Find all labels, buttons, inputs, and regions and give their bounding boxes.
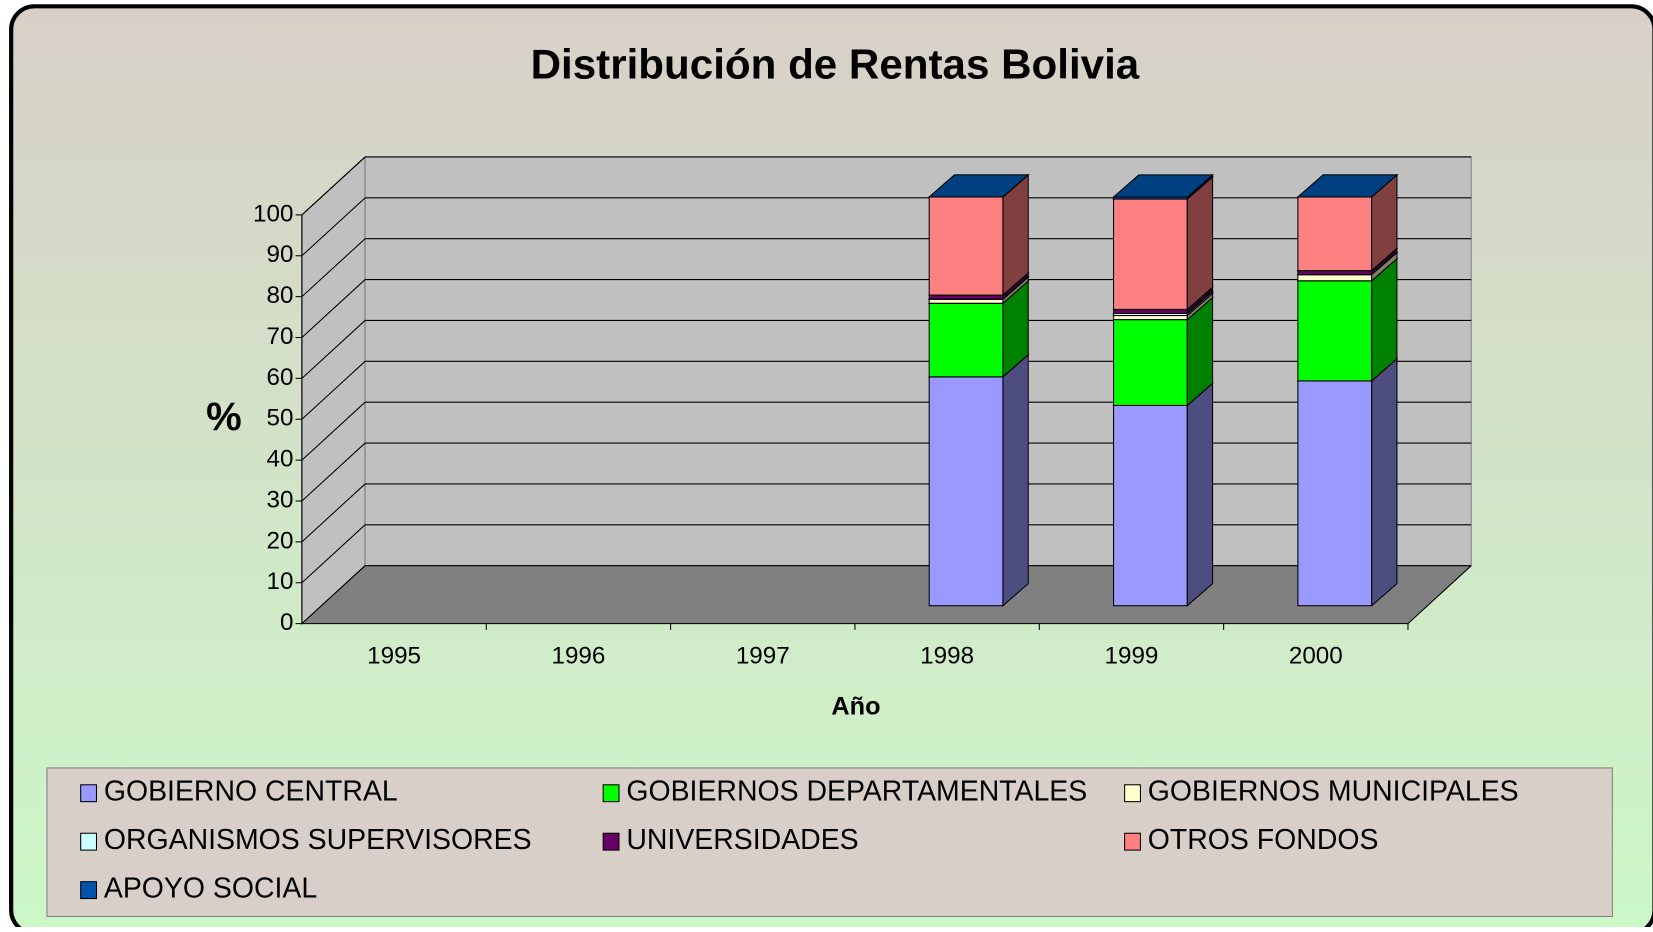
bar-side xyxy=(1186,382,1214,607)
plot: 0 10 20 30 40 50 60 70 80 90 100 1995 1996 1997 1998 19… xyxy=(80,156,1519,905)
y-axis-label: % xyxy=(206,395,242,439)
legend-swatch xyxy=(80,784,98,803)
x-tick-label: 1999 xyxy=(1105,643,1159,670)
bar-front xyxy=(1113,319,1188,406)
bar-side xyxy=(1371,357,1398,607)
legend-swatch xyxy=(602,832,620,851)
grid-line xyxy=(301,565,366,625)
bar-front xyxy=(928,302,1004,378)
y-tick-label: 90 xyxy=(267,241,294,268)
y-tick-label: 40 xyxy=(267,446,294,473)
bar-front xyxy=(1297,196,1373,272)
bar-front xyxy=(1297,274,1373,282)
x-tick-label: 1997 xyxy=(736,643,790,670)
legend-label: GOBIERNOS DEPARTAMENTALES xyxy=(626,776,1087,808)
y-tick-label: 70 xyxy=(267,323,294,350)
chart-title: Distribución de Rentas Bolivia xyxy=(531,41,1140,88)
bar-front xyxy=(1297,270,1373,276)
x-tick-label: 1998 xyxy=(920,643,974,670)
grid-line xyxy=(301,279,366,338)
floor-edge xyxy=(1407,565,1472,625)
legend-box xyxy=(46,767,1613,917)
y-tick-label: 20 xyxy=(267,527,294,554)
y-tick-label: 80 xyxy=(267,282,294,309)
grid-line xyxy=(301,320,366,379)
y-tick-label: 100 xyxy=(253,200,293,227)
bar-top xyxy=(927,174,1030,198)
bar-top xyxy=(1112,174,1214,198)
bar-top xyxy=(1296,174,1399,198)
legend-label: ORGANISMOS SUPERVISORES xyxy=(104,824,532,856)
grid-line xyxy=(301,360,366,420)
x-tick-label: 1996 xyxy=(551,643,605,670)
bar-front xyxy=(1113,314,1188,321)
bar-front xyxy=(928,294,1004,300)
legend-swatch xyxy=(1124,784,1141,803)
bar-side xyxy=(1186,175,1214,311)
y-tick-label: 0 xyxy=(280,609,293,636)
legend-label: GOBIERNO CENTRAL xyxy=(104,776,398,808)
legend-label: GOBIERNOS MUNICIPALES xyxy=(1148,776,1519,808)
legend-swatch xyxy=(1124,832,1141,851)
bar-front xyxy=(1113,198,1188,310)
grid-line xyxy=(301,524,366,584)
bar-side xyxy=(1002,353,1029,607)
grid-line xyxy=(301,442,366,502)
legend-label: APOYO SOCIAL xyxy=(104,873,317,905)
bar-front xyxy=(928,298,1004,304)
grid-line xyxy=(301,156,366,216)
bar-front xyxy=(1113,404,1188,607)
x-axis-label: Año xyxy=(831,693,880,721)
bar-front xyxy=(928,376,1004,607)
floor xyxy=(301,565,1472,624)
legend-swatch xyxy=(602,784,620,803)
y-tick-label: 50 xyxy=(267,405,294,432)
legend-label: OTROS FONDOS xyxy=(1148,824,1379,856)
grid-line xyxy=(301,238,366,298)
legend-swatch xyxy=(80,881,98,900)
y-tick-label: 10 xyxy=(267,568,294,595)
y-tick-label: 60 xyxy=(267,364,294,391)
legend-label: UNIVERSIDADES xyxy=(626,824,858,856)
x-tick-label: 1995 xyxy=(367,643,421,670)
bar-front xyxy=(1297,380,1373,607)
legend-swatch xyxy=(80,832,98,851)
y-tick-label: 30 xyxy=(267,486,294,513)
x-tick-label: 2000 xyxy=(1289,643,1343,670)
grid-line xyxy=(301,483,366,543)
grid-line xyxy=(301,401,366,461)
grid-line xyxy=(301,197,366,257)
bar-front xyxy=(1297,280,1373,382)
bar-front xyxy=(1113,308,1188,315)
bar-front xyxy=(928,196,1004,296)
